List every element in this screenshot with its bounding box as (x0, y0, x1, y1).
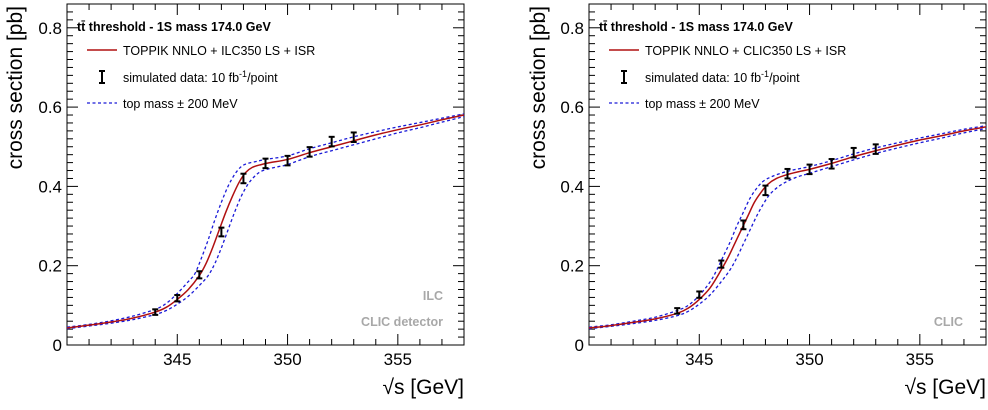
x-tick-label: 345 (685, 350, 713, 369)
curves-group (589, 125, 986, 330)
y-tick-label: 0.4 (560, 177, 584, 196)
legend-data-exponent: -1 (761, 69, 769, 79)
x-tick-label: 355 (384, 350, 412, 369)
legend-title: tt̄ threshold - 1S mass 174.0 GeV (77, 20, 271, 34)
legend-nominal-label: TOPPIK NNLO + ILC350 LS + ISR (123, 44, 315, 58)
legend-variation-label: top mass ± 200 MeV (645, 97, 760, 111)
left-chart-panel: 345 350 355 0 0.2 0.4 0.6 0.8 √s [GeV] cross sect… (4, 3, 465, 399)
y-tick-label: 0.6 (560, 98, 584, 117)
mass-variation-curve (589, 125, 986, 328)
y-tick-label: 0.4 (38, 177, 62, 196)
curves-group (67, 113, 464, 330)
x-tick-label: 350 (795, 350, 823, 369)
legend-data-prefix: simulated data: 10 fb (645, 71, 761, 85)
y-tick-label: 0.2 (38, 257, 62, 276)
x-tick-label: 345 (163, 350, 191, 369)
y-tick-label: 0.8 (560, 19, 584, 38)
y-axis-label: cross section [pb] (527, 6, 550, 169)
x-tick-label: 350 (273, 350, 301, 369)
legend-data-prefix: simulated data: 10 fb (123, 71, 239, 85)
mass-variation-curve (67, 113, 464, 328)
legend-data-exponent: -1 (239, 69, 247, 79)
y-axis-label: cross section [pb] (4, 6, 27, 169)
collider-label: CLIC (934, 315, 963, 329)
legend-data-suffix: /point (769, 71, 800, 85)
x-axis-label: √s [GeV] (382, 376, 464, 399)
mass-variation-curve (67, 115, 464, 330)
mass-variation-curve (589, 127, 986, 330)
y-tick-label: 0.8 (38, 19, 62, 38)
legend-variation-label: top mass ± 200 MeV (123, 97, 238, 111)
nominal-curve (589, 126, 986, 329)
legend-data-label: simulated data: 10 fb-1/point (123, 69, 278, 85)
collider-label: CLIC detector (361, 315, 443, 329)
nominal-curve (67, 114, 464, 329)
x-axis-label: √s [GeV] (904, 376, 986, 399)
right-chart-panel: 345 350 355 0 0.2 0.4 0.6 0.8 √s [GeV] cross sect… (527, 3, 987, 399)
y-tick-label: 0 (53, 336, 62, 355)
legend-data-suffix: /point (247, 71, 278, 85)
legend-title: tt̄ threshold - 1S mass 174.0 GeV (599, 20, 793, 34)
y-tick-label: 0 (575, 336, 584, 355)
y-tick-label: 0.6 (38, 98, 62, 117)
x-tick-label: 355 (906, 350, 934, 369)
collider-label: ILC (423, 289, 443, 303)
y-tick-label: 0.2 (560, 257, 584, 276)
legend-data-label: simulated data: 10 fb-1/point (645, 69, 800, 85)
legend-nominal-label: TOPPIK NNLO + CLIC350 LS + ISR (645, 44, 846, 58)
